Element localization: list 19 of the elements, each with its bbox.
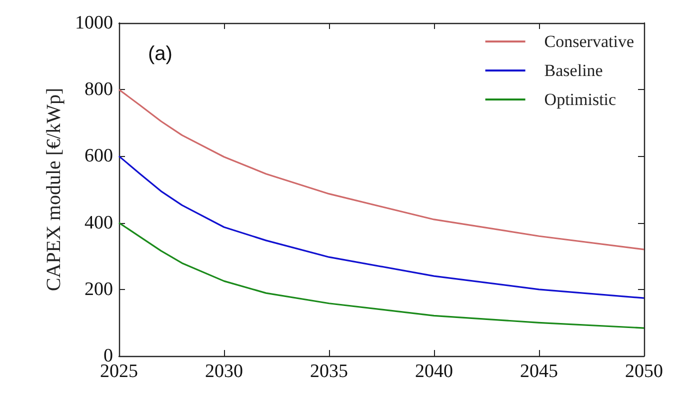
legend-label: Conservative <box>544 32 634 51</box>
y-axis-title: CAPEX module [€/kWp] <box>43 88 65 292</box>
line-series <box>118 88 645 250</box>
line-series <box>118 155 645 299</box>
y-tick-label: 1000 <box>75 12 113 34</box>
y-tick-label: 200 <box>84 278 113 300</box>
line-series <box>118 222 645 329</box>
x-tick-label: 2050 <box>625 361 663 382</box>
x-tick-label: 2040 <box>415 361 453 382</box>
y-tick-label: 400 <box>84 212 113 234</box>
x-tick-label: 2030 <box>205 361 243 382</box>
x-tick-label: 2035 <box>310 361 348 382</box>
legend-label: Baseline <box>544 61 603 80</box>
annotation: (a) <box>148 43 172 65</box>
x-tick-label: 2025 <box>100 361 138 382</box>
y-tick-label: 800 <box>84 79 113 100</box>
legend-label: Optimistic <box>544 90 617 109</box>
x-tick-label: 2045 <box>520 361 558 382</box>
y-tick-label: 600 <box>84 146 113 167</box>
